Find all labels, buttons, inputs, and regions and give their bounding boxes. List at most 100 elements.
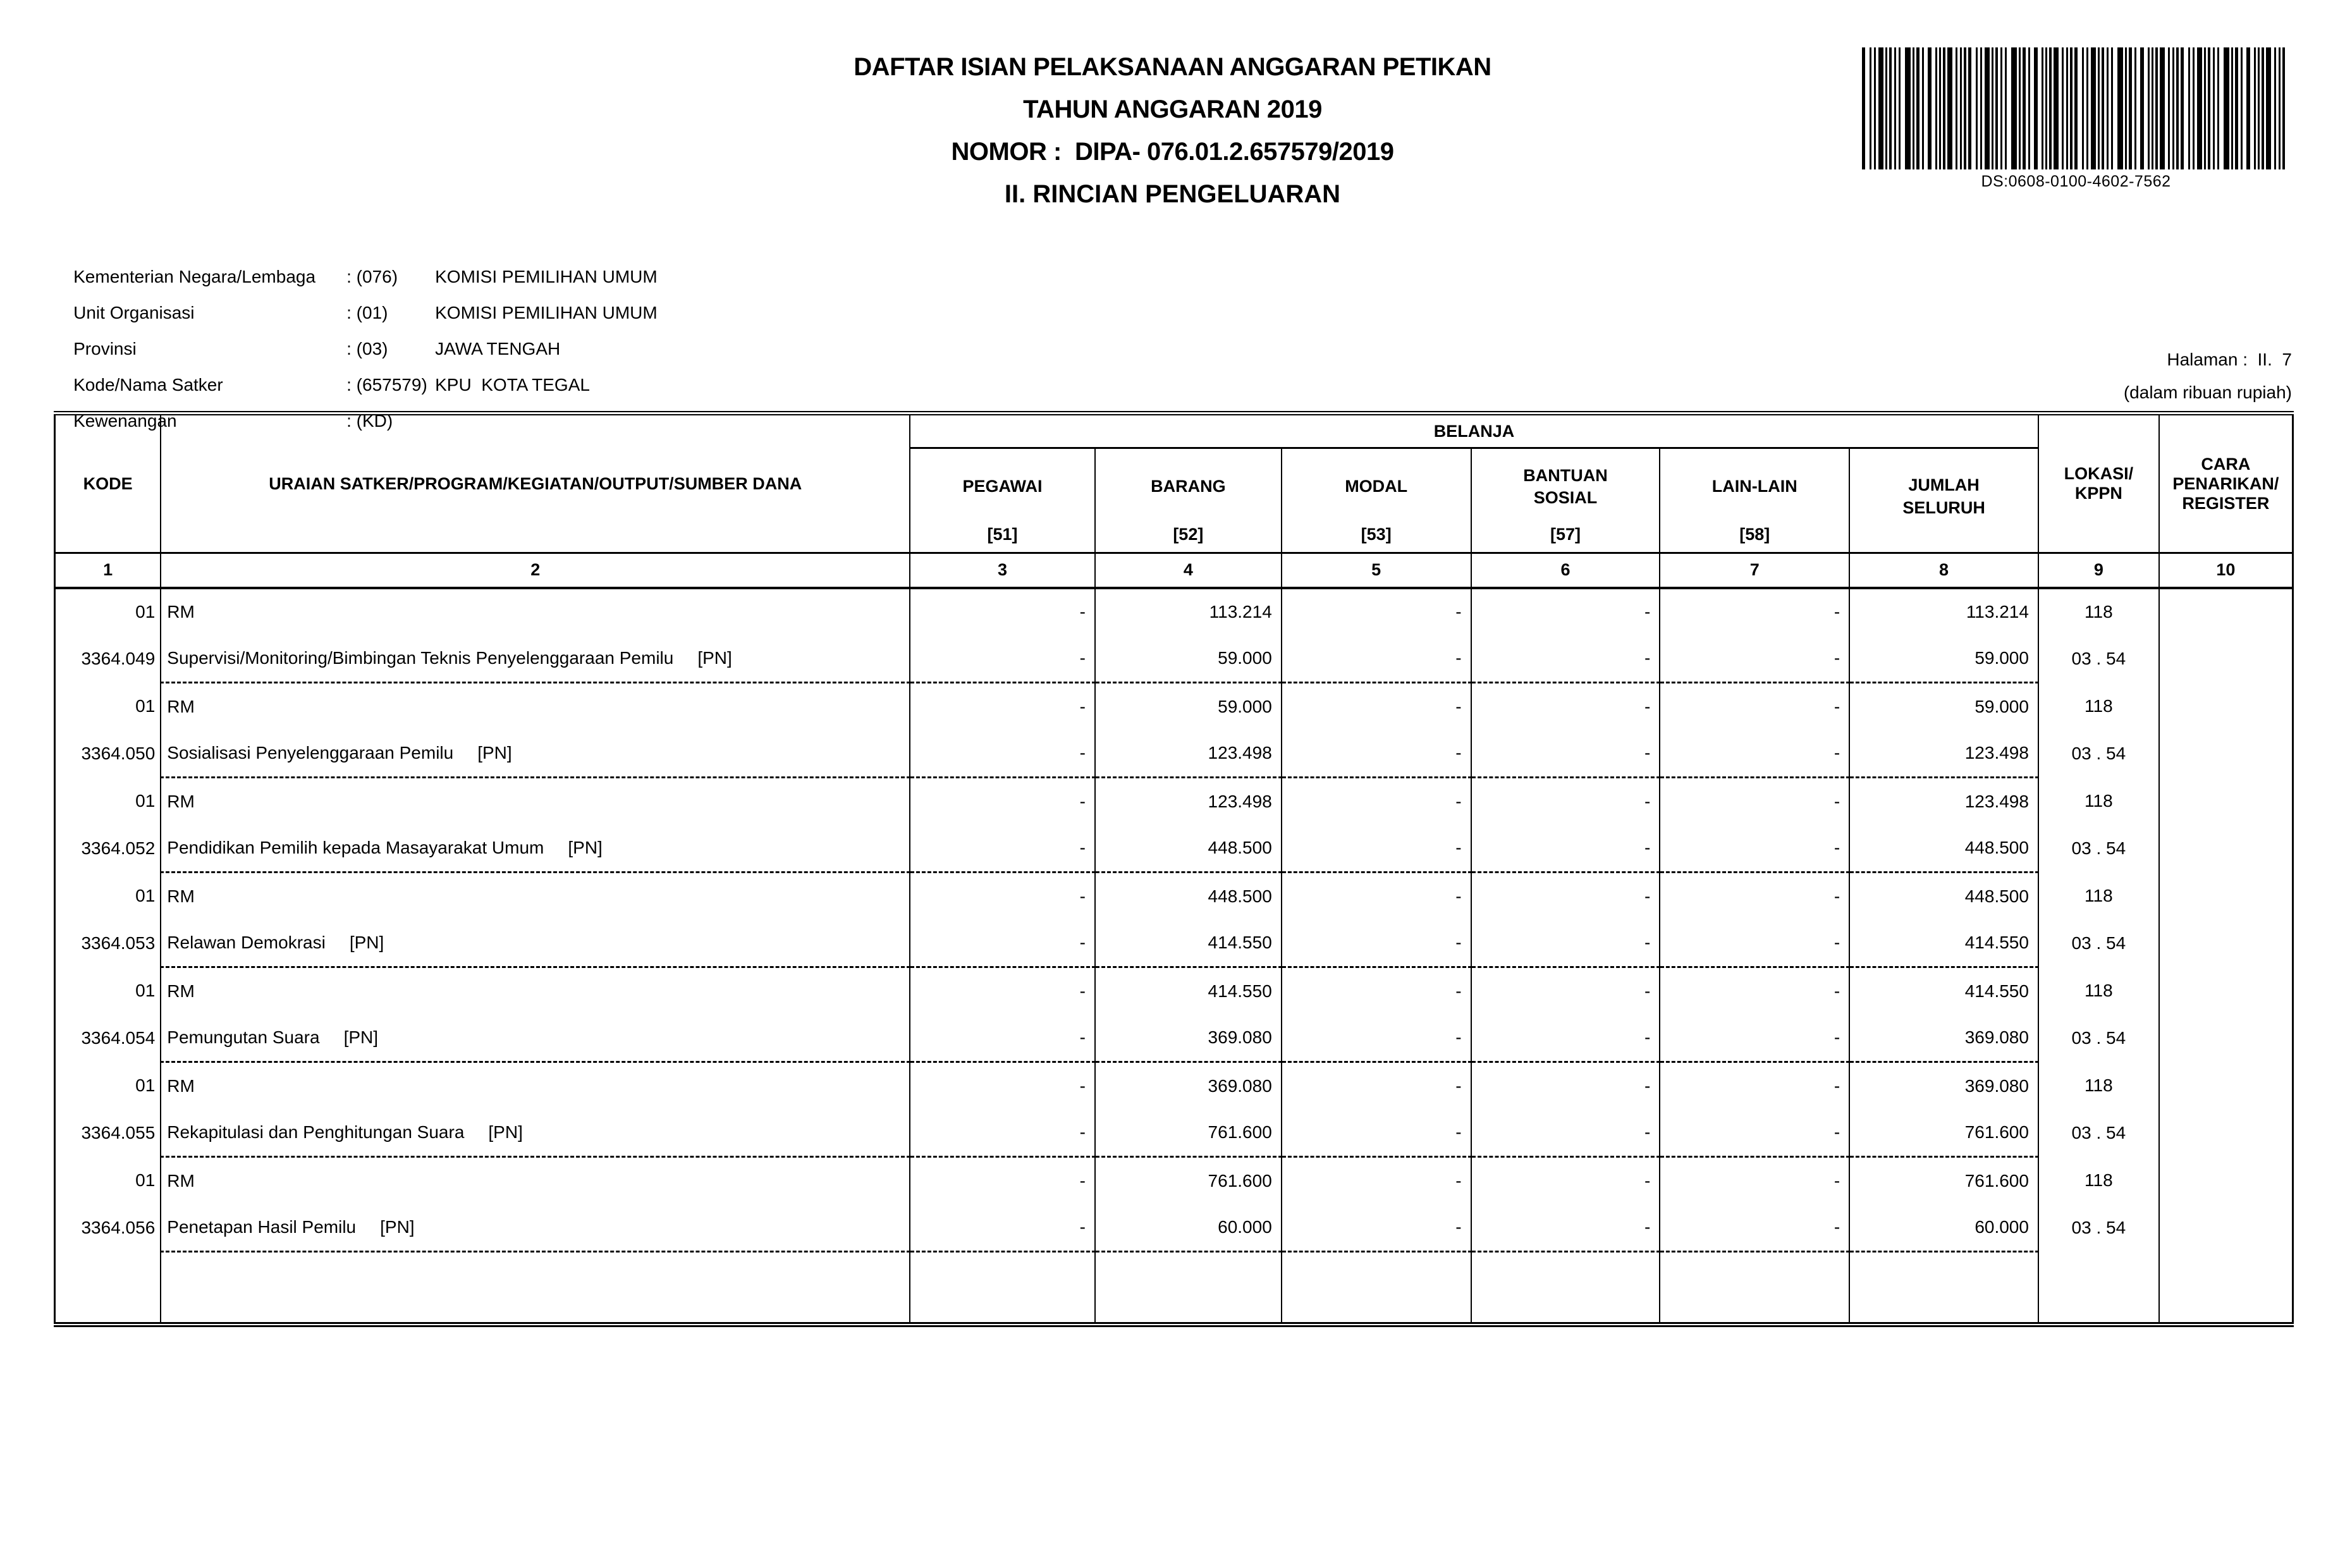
col-header-pegawai-code: [51] bbox=[987, 525, 1018, 544]
cell-pegawai: - bbox=[909, 967, 1096, 1015]
col-number: 1 bbox=[54, 552, 162, 589]
barcode-bar bbox=[1899, 47, 1901, 169]
barcode-bar bbox=[2028, 47, 2030, 169]
col-header-pegawai-title: PEGAWAI bbox=[962, 477, 1043, 496]
barcode-bar bbox=[2062, 47, 2064, 169]
col-number: 2 bbox=[160, 552, 911, 589]
barcode-bar bbox=[2274, 47, 2276, 169]
cell-jumlah: 123.498 bbox=[1849, 730, 2039, 778]
cell-modal: - bbox=[1280, 1109, 1472, 1158]
uraian-text: Pemungutan Suara bbox=[167, 1027, 320, 1048]
cell-cara bbox=[2158, 730, 2294, 778]
col-number: 4 bbox=[1094, 552, 1282, 589]
col-header-barang-title: BARANG bbox=[1151, 477, 1226, 496]
cell-bansos: - bbox=[1470, 730, 1661, 778]
cell-uraian: RM bbox=[160, 587, 911, 635]
barcode-bar bbox=[2266, 47, 2271, 169]
cell-lokasi: 118 bbox=[2037, 872, 2160, 920]
table-row: 3364.049 Supervisi/Monitoring/Bimbingan T… bbox=[54, 635, 2294, 683]
barcode-bar bbox=[2197, 47, 2202, 169]
cell-uraian: Pendidikan Pemilih kepada Masayarakat Um… bbox=[160, 824, 911, 873]
cell-pegawai: - bbox=[909, 682, 1096, 730]
barcode-bar bbox=[2107, 47, 2109, 169]
table-row: 3364.056 Penetapan Hasil Pemilu [PN] -60.00… bbox=[54, 1204, 2294, 1253]
cell-pegawai: - bbox=[909, 587, 1096, 635]
barcode-bar bbox=[2152, 47, 2153, 169]
metadata-code: : (03) bbox=[346, 339, 388, 358]
barcode-bar bbox=[1985, 47, 1990, 169]
barcode-bar bbox=[1935, 47, 1937, 169]
cell-bansos: - bbox=[1470, 1109, 1661, 1158]
uraian-text: Sosialisasi Penyelenggaraan Pemilu bbox=[167, 743, 454, 763]
cell-cara bbox=[2158, 1204, 2294, 1252]
cell-kode: 3364.052 bbox=[54, 824, 162, 873]
cell-cara bbox=[2158, 1156, 2294, 1204]
cell-cara bbox=[2158, 872, 2294, 920]
col-header-barang: BARANG [52] bbox=[1094, 448, 1282, 553]
col-header-barang-code: [52] bbox=[1173, 525, 1204, 544]
cell-barang: 123.498 bbox=[1094, 730, 1282, 778]
cell-lokasi: 118 bbox=[2037, 587, 2160, 635]
cell-pegawai: - bbox=[909, 1156, 1096, 1204]
pn-tag: [PN] bbox=[343, 1027, 379, 1048]
col-number: 7 bbox=[1659, 552, 1851, 589]
cell-bansos: - bbox=[1470, 1204, 1661, 1253]
cell-jumlah: 761.600 bbox=[1849, 1156, 2039, 1204]
cell-kode: 3364.054 bbox=[54, 1014, 162, 1062]
cell-lain: - bbox=[1659, 1204, 1851, 1253]
cell-pegawai: - bbox=[909, 1204, 1096, 1253]
barcode-bar bbox=[2188, 47, 2190, 169]
cell-empty bbox=[160, 1251, 911, 1325]
cell-barang: 414.550 bbox=[1094, 967, 1282, 1015]
unit-note: (dalam ribuan rupiah) bbox=[2123, 383, 2292, 402]
col-header-lain-lain-title: LAIN-LAIN bbox=[1711, 477, 1797, 496]
barcode-bar bbox=[1913, 47, 1914, 169]
cell-cara bbox=[2158, 777, 2294, 825]
cell-kode: 01 bbox=[54, 872, 162, 920]
cell-empty bbox=[2037, 1251, 2160, 1325]
barcode-bar bbox=[2049, 47, 2052, 169]
col-group-belanja: BELANJA bbox=[909, 413, 2039, 449]
cell-lokasi: 03 . 54 bbox=[2037, 1204, 2160, 1252]
barcode-bar bbox=[2042, 47, 2043, 169]
col-header-pegawai: PEGAWAI [51] bbox=[909, 448, 1096, 553]
table-row: 01 RM -369.080- - -369.080 118 bbox=[54, 1062, 2294, 1110]
pn-tag: [PN] bbox=[568, 838, 603, 858]
barcode-bar bbox=[2155, 47, 2158, 169]
cell-jumlah: 369.080 bbox=[1849, 1014, 2039, 1063]
cell-barang: 761.600 bbox=[1094, 1109, 1282, 1158]
cell-kode: 01 bbox=[54, 587, 162, 635]
metadata-label: Provinsi bbox=[73, 339, 137, 358]
page-title: DAFTAR ISIAN PELAKSANAAN ANGGARAN PETIKA… bbox=[854, 53, 1491, 81]
barcode-bar bbox=[2217, 47, 2219, 169]
cell-jumlah: 369.080 bbox=[1849, 1062, 2039, 1110]
cell-lain: - bbox=[1659, 967, 1851, 1015]
barcode-bar bbox=[1980, 47, 1982, 169]
cell-uraian: RM bbox=[160, 1156, 911, 1204]
cell-uraian: Penetapan Hasil Pemilu [PN] bbox=[160, 1204, 911, 1253]
barcode-bar bbox=[1939, 47, 1941, 169]
barcode-bar bbox=[2054, 47, 2059, 169]
cell-bansos: - bbox=[1470, 919, 1661, 968]
table-row: 01 RM -123.498- - -123.498 118 bbox=[54, 777, 2294, 825]
uraian-text: RM bbox=[167, 1170, 195, 1191]
metadata-value: KPU KOTA TEGAL bbox=[435, 375, 590, 395]
cell-cara bbox=[2158, 919, 2294, 967]
cell-lain: - bbox=[1659, 824, 1851, 873]
cell-kode: 01 bbox=[54, 967, 162, 1015]
cell-kode: 01 bbox=[54, 682, 162, 730]
uraian-text: Rekapitulasi dan Penghitungan Suara bbox=[167, 1122, 465, 1142]
cell-kode: 01 bbox=[54, 1156, 162, 1204]
cell-barang: 60.000 bbox=[1094, 1204, 1282, 1253]
cell-modal: - bbox=[1280, 777, 1472, 825]
metadata-code: : (657579) bbox=[346, 375, 427, 395]
table-row: 3364.050 Sosialisasi Penyelenggaraan Pemi… bbox=[54, 730, 2294, 778]
cell-bansos: - bbox=[1470, 682, 1661, 730]
cell-barang: 414.550 bbox=[1094, 919, 1282, 968]
metadata-label: Kode/Nama Satker bbox=[73, 375, 223, 395]
barcode-bar bbox=[2254, 47, 2256, 169]
col-header-bantuan-sosial: BANTUAN SOSIAL [57] bbox=[1470, 448, 1661, 553]
cell-pegawai: - bbox=[909, 777, 1096, 825]
barcode-bar bbox=[1976, 47, 1978, 169]
col-number: 5 bbox=[1280, 552, 1472, 589]
